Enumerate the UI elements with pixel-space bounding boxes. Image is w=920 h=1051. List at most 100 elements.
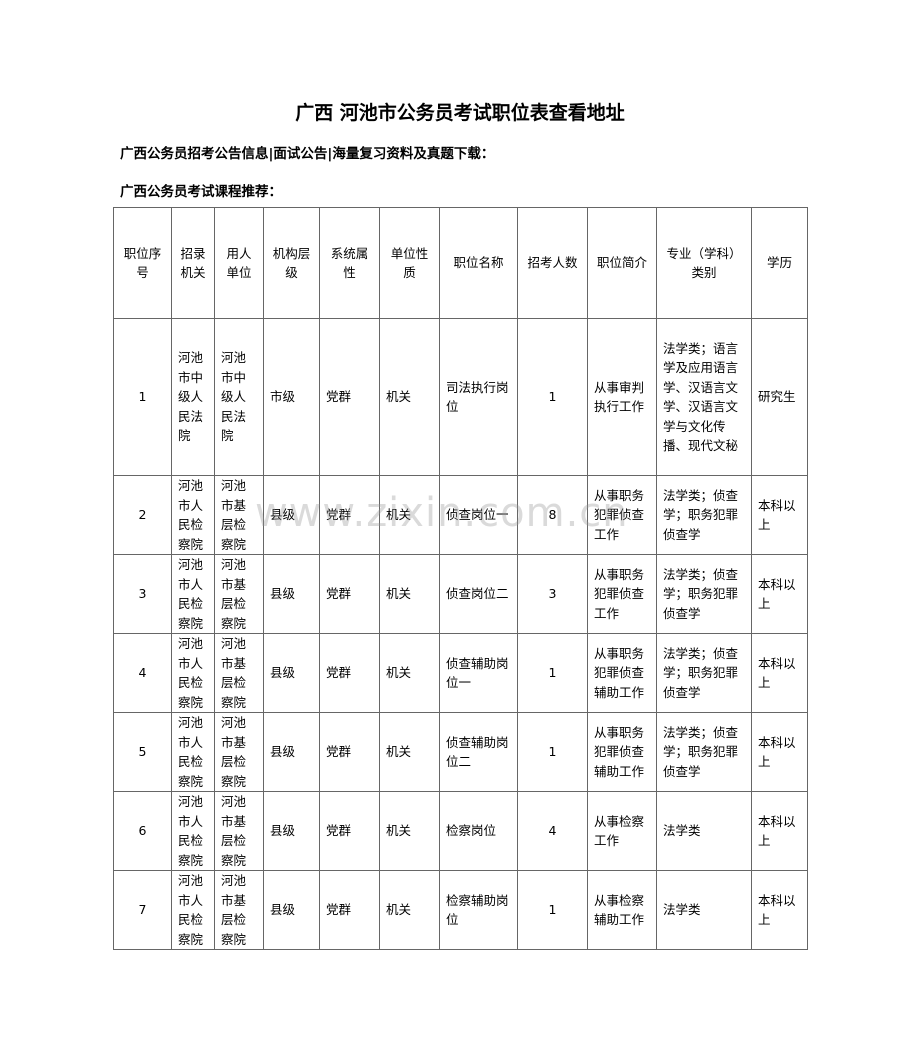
table-cell: 机关 — [379, 712, 440, 792]
table-header-row: 职位序号 招录机关 用人单位 机构层级 系统属性 单位性质 职位名称 招考人数 职位简介 专业（学… — [113, 207, 808, 319]
column-header: 职位序号 — [113, 207, 172, 319]
table-cell: 2 — [113, 475, 172, 555]
table-cell: 1 — [517, 318, 588, 476]
table-cell: 本科以上 — [751, 870, 808, 950]
table-cell: 法学类；侦查学；职务犯罪侦查学 — [656, 633, 752, 713]
column-header: 学历 — [751, 207, 808, 319]
table-cell: 河池市人民检察院 — [171, 633, 215, 713]
table-cell: 1 — [517, 712, 588, 792]
table-cell: 县级 — [263, 791, 320, 871]
table-cell: 本科以上 — [751, 633, 808, 713]
table-cell: 6 — [113, 791, 172, 871]
column-header: 系统属性 — [319, 207, 380, 319]
table-cell: 检察岗位 — [439, 791, 518, 871]
column-header: 招录机关 — [171, 207, 215, 319]
table-cell: 河池市基层检察院 — [214, 870, 264, 950]
table-cell: 4 — [113, 633, 172, 713]
table-cell: 党群 — [319, 475, 380, 555]
table-cell: 8 — [517, 475, 588, 555]
table-cell: 从事职务犯罪侦查工作 — [587, 475, 657, 555]
table-cell: 侦查辅助岗位二 — [439, 712, 518, 792]
column-header: 单位性质 — [379, 207, 440, 319]
table-cell: 本科以上 — [751, 475, 808, 555]
table-cell: 本科以上 — [751, 554, 808, 634]
table-cell: 研究生 — [751, 318, 808, 476]
positions-table: 职位序号 招录机关 用人单位 机构层级 系统属性 单位性质 职位名称 招考人数 职位简介 专业（学… — [113, 207, 808, 950]
table-cell: 河池市人民检察院 — [171, 554, 215, 634]
table-cell: 法学类 — [656, 791, 752, 871]
table-row: 7 河池市人民检察院 河池市基层检察院 县级 党群 机关 检察辅助岗位 1 从事检察辅助工作 法学… — [113, 870, 808, 950]
course-heading: 广西公务员考试课程推荐： — [120, 184, 282, 200]
table-cell: 党群 — [319, 318, 380, 476]
table-cell: 县级 — [263, 633, 320, 713]
table-cell: 1 — [517, 633, 588, 713]
table-row: 5 河池市人民检察院 河池市基层检察院 县级 党群 机关 侦查辅助岗位二 1 从事职务犯罪侦查辅… — [113, 712, 808, 792]
table-cell: 从事检察辅助工作 — [587, 870, 657, 950]
table-cell: 7 — [113, 870, 172, 950]
table-cell: 党群 — [319, 870, 380, 950]
table-cell: 从事职务犯罪侦查辅助工作 — [587, 712, 657, 792]
column-header: 职位简介 — [587, 207, 657, 319]
table-cell: 河池市基层检察院 — [214, 633, 264, 713]
table-cell: 河池市基层检察院 — [214, 475, 264, 555]
table-cell: 河池市人民检察院 — [171, 870, 215, 950]
column-header: 用人单位 — [214, 207, 264, 319]
table-cell: 机关 — [379, 318, 440, 476]
table-row: 4 河池市人民检察院 河池市基层检察院 县级 党群 机关 侦查辅助岗位一 1 从事职务犯罪侦查辅… — [113, 633, 808, 713]
table-cell: 机关 — [379, 475, 440, 555]
table-cell: 河池市基层检察院 — [214, 712, 264, 792]
table-cell: 从事检察工作 — [587, 791, 657, 871]
page-title: 广西 河池市公务员考试职位表查看地址 — [295, 102, 625, 124]
table-row: 6 河池市人民检察院 河池市基层检察院 县级 党群 机关 检察岗位 4 从事检察工作 法学类 本科以… — [113, 791, 808, 871]
table-cell: 司法执行岗位 — [439, 318, 518, 476]
table-cell: 3 — [113, 554, 172, 634]
table-cell: 法学类；侦查学；职务犯罪侦查学 — [656, 554, 752, 634]
column-header: 招考人数 — [517, 207, 588, 319]
table-cell: 县级 — [263, 712, 320, 792]
table-cell: 从事职务犯罪侦查辅助工作 — [587, 633, 657, 713]
column-header: 机构层级 — [263, 207, 320, 319]
table-row: 2 河池市人民检察院 河池市基层检察院 县级 党群 机关 侦查岗位一 8 从事职务犯罪侦查工作法… — [113, 475, 808, 555]
table-cell: 机关 — [379, 633, 440, 713]
table-cell: 河池市中级人民法院 — [171, 318, 215, 476]
table-cell: 1 — [113, 318, 172, 476]
table-cell: 侦查岗位一 — [439, 475, 518, 555]
column-header: 专业（学科）类别 — [656, 207, 752, 319]
table-cell: 5 — [113, 712, 172, 792]
announcement-heading: 广西公务员招考公告信息|面试公告|海量复习资料及真题下载： — [120, 146, 495, 162]
table-cell: 党群 — [319, 712, 380, 792]
table-cell: 河池市中级人民法院 — [214, 318, 264, 476]
table-cell: 法学类；侦查学；职务犯罪侦查学 — [656, 712, 752, 792]
table-cell: 本科以上 — [751, 791, 808, 871]
column-header: 职位名称 — [439, 207, 518, 319]
table-cell: 机关 — [379, 870, 440, 950]
table-cell: 河池市人民检察院 — [171, 475, 215, 555]
table-cell: 县级 — [263, 554, 320, 634]
table-cell: 河池市人民检察院 — [171, 712, 215, 792]
table-cell: 法学类 — [656, 870, 752, 950]
table-cell: 党群 — [319, 554, 380, 634]
table-cell: 河池市人民检察院 — [171, 791, 215, 871]
table-cell: 党群 — [319, 633, 380, 713]
table-cell: 从事审判执行工作 — [587, 318, 657, 476]
table-cell: 4 — [517, 791, 588, 871]
table-cell: 县级 — [263, 475, 320, 555]
table-cell: 市级 — [263, 318, 320, 476]
table-cell: 县级 — [263, 870, 320, 950]
table-cell: 法学类；侦查学；职务犯罪侦查学 — [656, 475, 752, 555]
table-row: 3 河池市人民检察院 河池市基层检察院 县级 党群 机关 侦查岗位二 3 从事职务犯罪侦查工作法… — [113, 554, 808, 634]
table-cell: 党群 — [319, 791, 380, 871]
table-cell: 1 — [517, 870, 588, 950]
table-cell: 机关 — [379, 791, 440, 871]
table-cell: 河池市基层检察院 — [214, 791, 264, 871]
table-cell: 3 — [517, 554, 588, 634]
table-cell: 本科以上 — [751, 712, 808, 792]
table-cell: 机关 — [379, 554, 440, 634]
table-row: 1 河池市中级人民法院 河池市中级人民法院 市级 党群 机关 司法执行岗位 1 从事审判执行工作… — [113, 318, 808, 476]
table-cell: 河池市基层检察院 — [214, 554, 264, 634]
table-cell: 从事职务犯罪侦查工作 — [587, 554, 657, 634]
table-cell: 侦查岗位二 — [439, 554, 518, 634]
table-cell: 法学类；语言学及应用语言学、汉语言文学、汉语言文学与文化传播、现代文秘 — [656, 318, 752, 476]
table-cell: 侦查辅助岗位一 — [439, 633, 518, 713]
table-cell: 检察辅助岗位 — [439, 870, 518, 950]
